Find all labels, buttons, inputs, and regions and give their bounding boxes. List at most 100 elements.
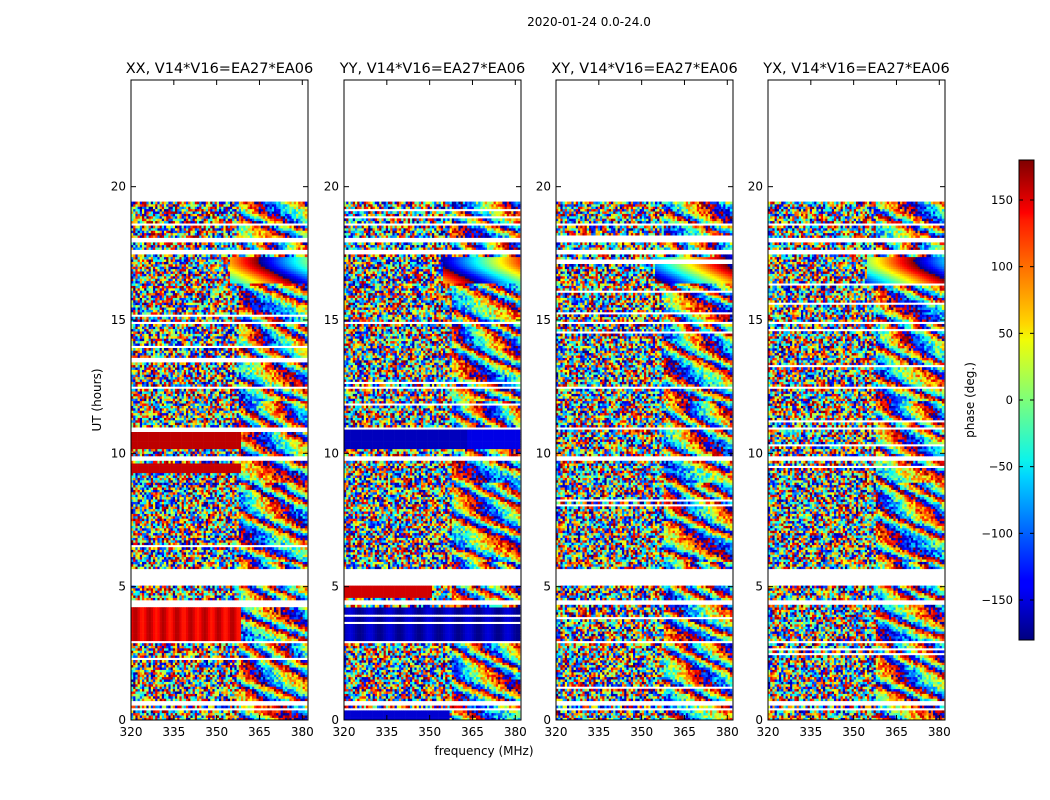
phase-cell <box>205 643 209 646</box>
phase-cell <box>205 636 209 639</box>
phase-cell <box>131 676 134 680</box>
phase-cell <box>186 597 189 601</box>
phase-cell <box>230 532 233 536</box>
phase-cell <box>175 681 178 685</box>
phase-cell <box>210 631 213 634</box>
phase-cell <box>153 614 156 618</box>
phase-cell <box>263 624 266 627</box>
phase-cell <box>148 643 152 646</box>
phase-cell <box>166 535 169 538</box>
phase-cell <box>146 638 149 642</box>
phase-cell <box>139 595 143 598</box>
phase-cell <box>177 547 180 550</box>
phase-cell <box>238 631 242 634</box>
phase-cell <box>203 662 207 666</box>
phase-cell <box>219 698 222 702</box>
phase-cell <box>225 676 229 680</box>
phase-cell <box>256 681 259 685</box>
phase-cell <box>155 549 158 553</box>
phase-cell <box>150 556 154 560</box>
phase-cell <box>183 633 187 637</box>
phase-cell <box>245 619 248 622</box>
phase-cell <box>135 532 138 536</box>
phase-cell <box>181 648 185 651</box>
phase-cell <box>304 650 308 654</box>
phase-cell <box>282 592 286 596</box>
phase-cell <box>194 549 198 553</box>
phase-cell <box>225 588 229 591</box>
phase-cell <box>201 631 204 634</box>
phase-cell <box>214 712 218 716</box>
phase-cell <box>241 667 244 670</box>
phase-cell <box>142 676 145 680</box>
phase-cell <box>157 669 160 673</box>
phase-cell <box>260 655 264 658</box>
phase-cell <box>148 619 152 622</box>
phase-cell <box>280 674 284 678</box>
phase-cell <box>166 612 169 615</box>
phase-cell <box>232 672 235 675</box>
phase-cell <box>172 645 176 649</box>
phase-cell <box>289 542 292 546</box>
phase-cell <box>245 564 248 567</box>
phase-cell <box>221 628 224 632</box>
phase-cell <box>183 650 187 654</box>
phase-cell <box>135 564 138 567</box>
phase-cell <box>241 616 244 620</box>
phase-cell <box>166 621 169 625</box>
phase-cell <box>186 549 189 553</box>
phase-cell <box>190 667 193 670</box>
phase-cell <box>216 547 220 550</box>
phase-cell <box>293 559 297 562</box>
phase-cell <box>263 590 266 594</box>
phase-cell <box>265 633 268 637</box>
phase-cell <box>291 669 295 673</box>
phase-cell <box>164 554 167 558</box>
phase-cell <box>285 712 288 716</box>
phase-cell <box>159 650 163 654</box>
phase-cell <box>212 638 215 642</box>
phase-cell <box>203 556 207 560</box>
phase-cell <box>157 650 160 654</box>
phase-cell <box>199 660 202 663</box>
phase-cell <box>199 645 202 649</box>
phase-cell <box>216 691 220 694</box>
phase-cell <box>179 688 182 692</box>
phase-cell <box>227 561 231 565</box>
phase-cell <box>274 688 277 692</box>
phase-cell <box>263 614 266 618</box>
phase-cell <box>153 705 156 709</box>
phase-cell <box>282 547 286 550</box>
phase-cell <box>223 662 226 666</box>
phase-cell <box>278 540 281 543</box>
phase-cell <box>260 621 264 625</box>
phase-cell <box>258 559 262 562</box>
phase-cell <box>256 698 259 702</box>
phase-cell <box>219 674 222 678</box>
phase-cell <box>183 715 187 718</box>
phase-cell <box>274 556 277 560</box>
phase-cell <box>148 667 152 670</box>
phase-cell <box>172 691 176 694</box>
phase-cell <box>150 530 154 534</box>
phase-cell <box>298 628 301 632</box>
phase-cell <box>183 540 187 543</box>
phase-cell <box>225 712 229 716</box>
phase-cell <box>181 585 185 589</box>
phase-cell <box>304 669 308 673</box>
phase-cell <box>188 660 191 663</box>
phase-cell <box>168 554 171 558</box>
phase-cell <box>236 559 240 562</box>
phase-cell <box>278 566 281 570</box>
phase-cell <box>291 609 295 613</box>
phase-cell <box>148 624 152 627</box>
phase-cell <box>133 662 136 666</box>
phase-cell <box>249 537 253 541</box>
phase-cell <box>249 633 253 637</box>
phase-cell <box>302 537 306 541</box>
phase-cell <box>186 676 189 680</box>
phase-cell <box>263 540 266 543</box>
phase-cell <box>192 595 196 598</box>
phase-cell <box>155 614 158 618</box>
phase-cell <box>203 686 207 690</box>
